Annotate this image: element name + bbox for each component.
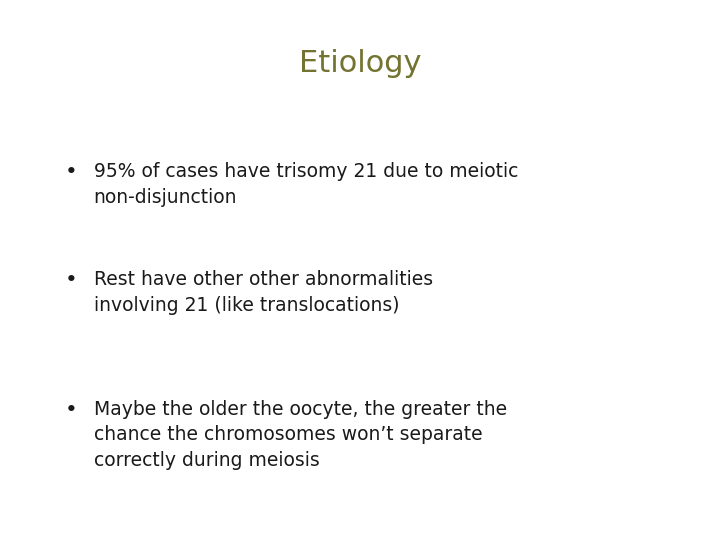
Text: 95% of cases have trisomy 21 due to meiotic
non-disjunction: 95% of cases have trisomy 21 due to meio… <box>94 162 518 207</box>
Text: •: • <box>65 400 78 420</box>
Text: •: • <box>65 270 78 290</box>
Text: Rest have other other abnormalities
involving 21 (like translocations): Rest have other other abnormalities invo… <box>94 270 433 315</box>
Text: Etiology: Etiology <box>299 49 421 78</box>
Text: Maybe the older the oocyte, the greater the
chance the chromosomes won’t separat: Maybe the older the oocyte, the greater … <box>94 400 507 470</box>
Text: •: • <box>65 162 78 182</box>
